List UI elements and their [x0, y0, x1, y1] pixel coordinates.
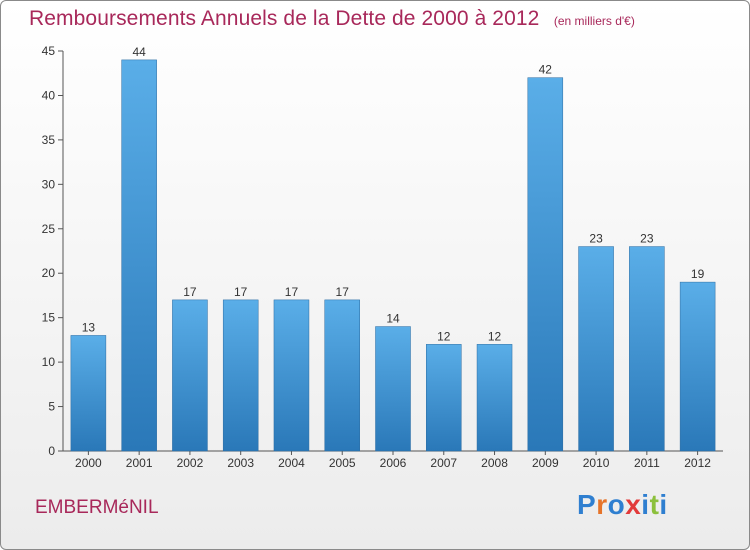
logo-letter: i [659, 489, 668, 520]
x-tick-label-2006: 2006 [380, 456, 407, 470]
bar-2002 [172, 299, 208, 452]
data-label-2001: 44 [132, 45, 146, 59]
data-label-2002: 17 [183, 285, 197, 299]
bar-2005 [324, 299, 360, 452]
logo-letter: r [596, 489, 608, 520]
bar-2010 [578, 246, 614, 452]
y-tick-label: 5 [48, 400, 55, 414]
bar-2009 [527, 77, 564, 452]
bar-2006 [375, 326, 411, 452]
x-tick-label-2008: 2008 [481, 456, 508, 470]
data-label-2008: 12 [488, 329, 502, 343]
bar-2007 [426, 344, 462, 452]
logo-letter: P [577, 489, 597, 520]
y-tick-label: 25 [42, 222, 56, 236]
bar-2001 [121, 59, 157, 452]
x-tick-label-2001: 2001 [126, 456, 153, 470]
logo-letter: t [649, 489, 660, 520]
chart-title: Remboursements Annuels de la Dette de 20… [29, 7, 540, 30]
data-label-2005: 17 [336, 285, 350, 299]
x-tick-label-2011: 2011 [634, 456, 660, 470]
y-tick-label: 30 [42, 177, 56, 191]
bar-2004 [273, 299, 310, 452]
data-label-2011: 23 [640, 232, 654, 246]
y-tick-label: 20 [42, 266, 56, 280]
data-label-2010: 23 [589, 232, 603, 246]
bar-2008 [476, 344, 513, 452]
logo-letter: i [641, 489, 650, 520]
x-tick-label-2002: 2002 [177, 456, 204, 470]
data-label-2012: 19 [691, 267, 705, 281]
chart-labels: 13 2000 44 2001 17 2002 17 2003 17 2004 17 2005 14 20… [75, 45, 711, 470]
logo-letter: x [625, 489, 642, 520]
title-row: Remboursements Annuels de la Dette de 20… [29, 7, 635, 31]
commune-name: EMBERMéNIL [35, 497, 159, 518]
bar-2000 [70, 335, 107, 452]
logo-letter: o [607, 489, 626, 520]
x-tick-label-2012: 2012 [684, 456, 711, 470]
y-tick-label: 45 [42, 44, 56, 58]
y-tick-label: 40 [42, 88, 56, 102]
x-tick-label-2000: 2000 [75, 456, 102, 470]
y-tick-label: 0 [48, 444, 55, 458]
data-label-2000: 13 [82, 320, 96, 334]
x-tick-label-2005: 2005 [329, 456, 356, 470]
proxiti-logo: Proxiti [577, 489, 668, 521]
x-tick-label-2003: 2003 [227, 456, 254, 470]
bar-2012 [679, 281, 716, 452]
data-label-2007: 12 [437, 329, 451, 343]
y-tick-label: 15 [42, 311, 56, 325]
y-tick-label: 10 [42, 355, 56, 369]
x-tick-label-2010: 2010 [583, 456, 610, 470]
bar-2011 [629, 246, 665, 452]
y-tick-label: 35 [42, 133, 56, 147]
data-label-2003: 17 [234, 285, 248, 299]
bar-2003 [222, 299, 259, 452]
x-tick-label-2004: 2004 [278, 456, 305, 470]
chart-unit: (en milliers d'€) [553, 14, 635, 28]
x-tick-label-2007: 2007 [430, 456, 457, 470]
chart-bars [70, 59, 716, 452]
data-label-2006: 14 [386, 312, 400, 326]
x-tick-label-2009: 2009 [532, 456, 559, 470]
data-label-2004: 17 [285, 285, 299, 299]
data-label-2009: 42 [539, 63, 553, 77]
